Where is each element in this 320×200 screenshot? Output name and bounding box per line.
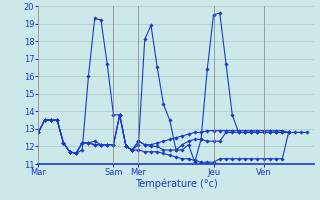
X-axis label: Température (°c): Température (°c) (135, 179, 217, 189)
